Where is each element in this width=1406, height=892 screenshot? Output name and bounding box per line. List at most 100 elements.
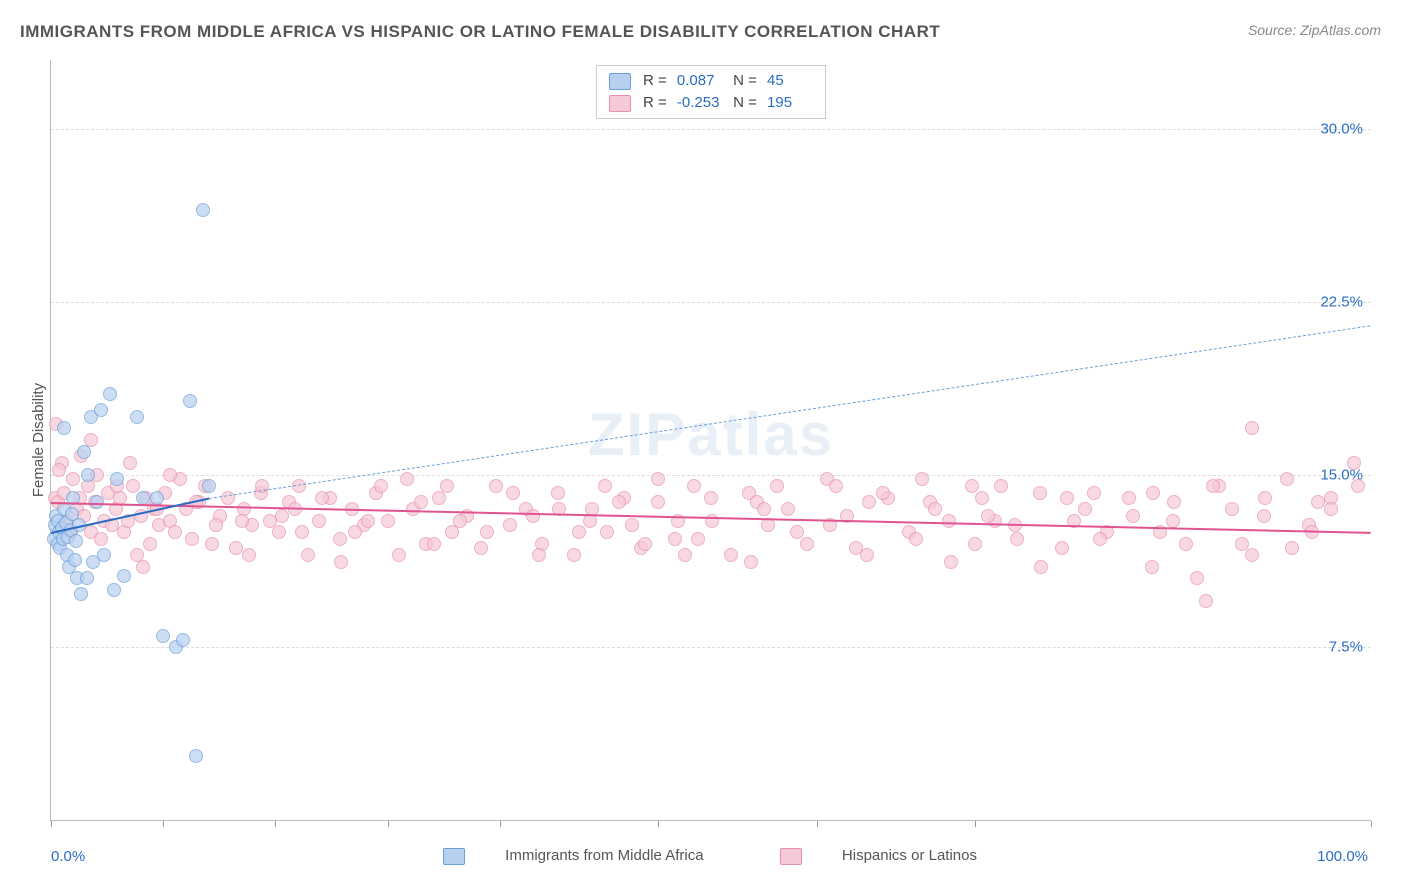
- data-point: [1235, 537, 1249, 551]
- data-point: [744, 555, 758, 569]
- plot: ZIPatlas R = 0.087 N = 45 R = -0.253 N =…: [50, 60, 1371, 821]
- data-point: [1257, 509, 1271, 523]
- data-point: [275, 509, 289, 523]
- data-point: [185, 532, 199, 546]
- data-point: [136, 491, 150, 505]
- data-point: [551, 486, 565, 500]
- data-point: [242, 548, 256, 562]
- data-point: [1087, 486, 1101, 500]
- data-point: [453, 514, 467, 528]
- data-point: [526, 509, 540, 523]
- data-point: [117, 569, 131, 583]
- legend-row-pink: R = -0.253 N = 195: [609, 92, 813, 114]
- data-point: [968, 537, 982, 551]
- data-point: [981, 509, 995, 523]
- data-point: [876, 486, 890, 500]
- r-label: R =: [643, 70, 671, 92]
- data-point: [94, 532, 108, 546]
- data-point: [862, 495, 876, 509]
- data-point: [1258, 491, 1272, 505]
- grid-line: [51, 302, 1371, 303]
- data-point: [687, 479, 701, 493]
- data-point: [130, 410, 144, 424]
- data-point: [474, 541, 488, 555]
- data-point: [77, 445, 91, 459]
- x-tick: [975, 821, 976, 827]
- data-point: [156, 629, 170, 643]
- data-point: [975, 491, 989, 505]
- x-tick: [1371, 821, 1372, 827]
- data-point: [66, 472, 80, 486]
- data-point: [229, 541, 243, 555]
- data-point: [1190, 571, 1204, 585]
- data-point: [107, 583, 121, 597]
- data-point: [705, 514, 719, 528]
- y-tick-label: 30.0%: [1320, 121, 1363, 138]
- data-point: [103, 387, 117, 401]
- x-tick: [388, 821, 389, 827]
- data-point: [1122, 491, 1136, 505]
- data-point: [724, 548, 738, 562]
- data-point: [57, 421, 71, 435]
- data-point: [196, 203, 210, 217]
- data-point: [704, 491, 718, 505]
- data-point: [427, 537, 441, 551]
- data-point: [944, 555, 958, 569]
- x-tick: [817, 821, 818, 827]
- data-point: [567, 548, 581, 562]
- data-point: [301, 548, 315, 562]
- data-point: [163, 468, 177, 482]
- data-point: [272, 525, 286, 539]
- data-point: [334, 555, 348, 569]
- data-point: [69, 534, 83, 548]
- data-point: [678, 548, 692, 562]
- data-point: [1093, 532, 1107, 546]
- data-point: [1245, 548, 1259, 562]
- data-point: [612, 495, 626, 509]
- data-point: [994, 479, 1008, 493]
- data-point: [638, 537, 652, 551]
- n-label: N =: [729, 70, 761, 92]
- grid-line: [51, 475, 1371, 476]
- data-point: [392, 548, 406, 562]
- data-point: [1146, 486, 1160, 500]
- data-point: [315, 491, 329, 505]
- data-point: [598, 479, 612, 493]
- y-tick-label: 7.5%: [1329, 639, 1363, 656]
- data-point: [1199, 594, 1213, 608]
- data-point: [572, 525, 586, 539]
- data-point: [205, 537, 219, 551]
- data-point: [110, 472, 124, 486]
- data-point: [202, 479, 216, 493]
- series-label-blue: Immigrants from Middle Africa: [505, 847, 703, 864]
- legend-correlation: R = 0.087 N = 45 R = -0.253 N = 195: [596, 65, 826, 119]
- data-point: [849, 541, 863, 555]
- n-value-pink: 195: [767, 92, 813, 114]
- legend-bottom: Immigrants from Middle Africa Hispanics …: [50, 847, 1370, 865]
- chart-area: Female Disability ZIPatlas R = 0.087 N =…: [50, 60, 1370, 820]
- data-point: [221, 491, 235, 505]
- data-point: [532, 548, 546, 562]
- data-point: [189, 749, 203, 763]
- data-point: [651, 472, 665, 486]
- r-value-blue: 0.087: [677, 70, 723, 92]
- x-tick: [51, 821, 52, 827]
- data-point: [1126, 509, 1140, 523]
- data-point: [1145, 560, 1159, 574]
- n-value-blue: 45: [767, 70, 813, 92]
- data-point: [1280, 472, 1294, 486]
- data-point: [150, 491, 164, 505]
- data-point: [1285, 541, 1299, 555]
- data-point: [691, 532, 705, 546]
- data-point: [915, 472, 929, 486]
- data-point: [1055, 541, 1069, 555]
- data-point: [1034, 560, 1048, 574]
- legend-row-blue: R = 0.087 N = 45: [609, 70, 813, 92]
- data-point: [400, 472, 414, 486]
- data-point: [790, 525, 804, 539]
- data-point: [68, 553, 82, 567]
- data-point: [942, 514, 956, 528]
- data-point: [74, 587, 88, 601]
- data-point: [81, 468, 95, 482]
- data-point: [1245, 421, 1259, 435]
